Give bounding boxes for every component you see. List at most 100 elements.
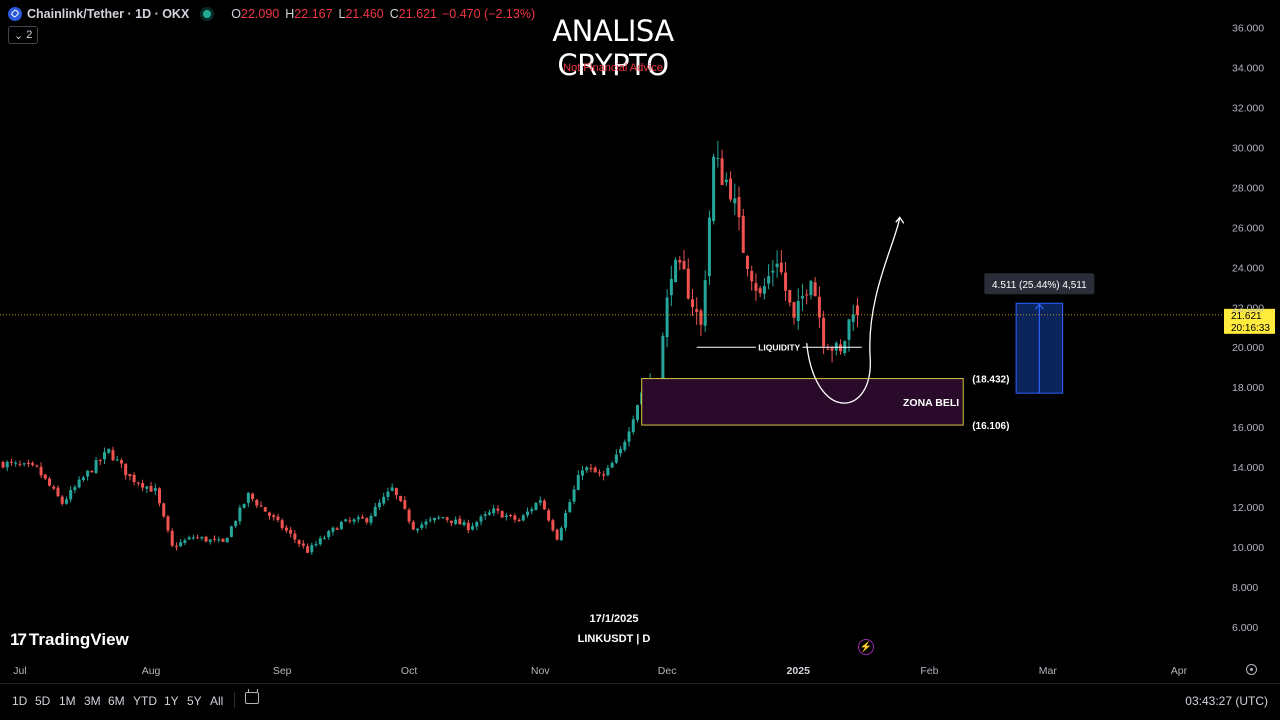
price-chart[interactable]: ZONA BELI (18.432) (16.106) LIQUIDITY 4.511 … <box>0 0 1280 683</box>
candle-body <box>225 537 229 543</box>
candle-body <box>293 533 297 540</box>
candle-body <box>407 509 411 522</box>
candle-body <box>145 486 149 489</box>
candle-body <box>576 475 580 491</box>
candle-body <box>297 540 301 544</box>
range-5y-button[interactable]: 5Y <box>187 694 202 708</box>
candle-body <box>627 431 631 442</box>
candle-body <box>60 496 64 504</box>
candle-body <box>813 282 817 297</box>
chainlink-logo-icon <box>8 7 22 21</box>
candle-body <box>39 466 43 476</box>
candle-body <box>153 488 157 491</box>
candle-body <box>564 513 568 528</box>
candle-body <box>509 514 513 516</box>
candle-body <box>792 302 796 318</box>
x-tick-label: Dec <box>658 665 677 677</box>
zone-bottom-label: (16.106) <box>972 421 1009 432</box>
candle-body <box>762 286 766 294</box>
y-tick-label: 10.000 <box>1232 542 1264 554</box>
x-axis: Jul Aug Sep Oct Nov Dec 2025 Feb Mar Apr <box>13 665 1187 677</box>
range-ytd-button[interactable]: YTD <box>133 694 157 708</box>
candle-body <box>242 503 246 508</box>
x-tick-label: Mar <box>1039 665 1058 677</box>
candle-body <box>449 520 453 523</box>
bottom-toolbar: 1D 5D 1M 3M 6M YTD 1Y 5Y All 03:43:27 (U… <box>0 683 1280 720</box>
range-1y-button[interactable]: 1Y <box>164 694 179 708</box>
tradingview-logo[interactable]: 17 TradingView <box>10 630 129 650</box>
candle-body <box>263 507 267 512</box>
candle-body <box>597 472 601 474</box>
x-tick-label: Apr <box>1171 665 1188 677</box>
symbol-header[interactable]: Chainlink/Tether · 1D · OKX O 22.090 H 22.… <box>8 5 535 23</box>
candle-body <box>745 255 749 270</box>
x-tick-label: 2025 <box>787 665 811 677</box>
candle-body <box>187 537 191 540</box>
candle-body <box>141 483 145 488</box>
candle-body <box>339 521 343 530</box>
candle-body <box>229 526 233 537</box>
candle-body <box>390 487 394 491</box>
ohlc-low-key: L <box>338 7 346 21</box>
candle-body <box>784 272 788 291</box>
candle-body <box>754 283 758 291</box>
range-1d-button[interactable]: 1D <box>12 694 28 708</box>
candle-body <box>669 278 673 296</box>
ohlc-low-value: 21.460 <box>345 7 384 21</box>
candle-body <box>361 516 365 519</box>
chart-title: ANALISA CRYPTO <box>552 14 674 82</box>
range-6m-button[interactable]: 6M <box>108 694 125 708</box>
candle-body <box>483 514 487 516</box>
candle-body <box>107 448 111 453</box>
tradingview-logo-text: TradingView <box>28 630 129 649</box>
candle-body <box>128 474 132 477</box>
candle-body <box>352 519 356 522</box>
y-tick-label: 16.000 <box>1232 422 1264 434</box>
range-1m-button[interactable]: 1M <box>59 694 76 708</box>
lightning-icon[interactable]: ⚡ <box>858 639 874 655</box>
candle-body <box>847 319 851 340</box>
buy-zone-label: ZONA BELI <box>903 397 959 409</box>
candle-body <box>403 500 407 509</box>
indicators-collapse-button[interactable]: ⌄ 2 <box>8 26 39 44</box>
ohlc-open-key: O <box>231 7 242 21</box>
candle-body <box>162 503 166 517</box>
candle-body <box>196 537 200 539</box>
candle-body <box>462 522 466 526</box>
range-5d-button[interactable]: 5D <box>35 694 51 708</box>
candle-body <box>602 474 606 476</box>
gear-icon[interactable] <box>1246 664 1257 675</box>
candle-body <box>280 520 284 529</box>
candle-body <box>26 462 30 465</box>
candle-body <box>475 522 479 527</box>
projection-curve <box>806 217 901 404</box>
candle-body <box>822 317 826 347</box>
candle-body <box>775 263 779 268</box>
x-tick-label: Jul <box>13 665 26 677</box>
chart-subtitle: Not Financial Advice <box>563 62 663 74</box>
candle-body <box>221 538 225 542</box>
candle-body <box>272 515 276 518</box>
calendar-icon[interactable] <box>245 689 259 704</box>
candle-body <box>517 519 521 521</box>
candle-body <box>77 479 81 488</box>
candle-body <box>454 519 458 524</box>
annotations-layer: ZONA BELI (18.432) (16.106) LIQUIDITY 4.511 … <box>0 216 1275 432</box>
candle-body <box>826 348 830 350</box>
candle-body <box>208 539 212 542</box>
candle-body <box>289 529 293 534</box>
candle-body <box>251 493 255 500</box>
symbol-title[interactable]: Chainlink/Tether · 1D · OKX <box>27 7 190 21</box>
candle-body <box>234 521 238 527</box>
candle-body <box>90 470 94 473</box>
candle-body <box>610 463 614 468</box>
range-3m-button[interactable]: 3M <box>84 694 101 708</box>
candle-body <box>771 270 775 273</box>
candle-body <box>119 460 123 464</box>
range-all-button[interactable]: All <box>210 694 224 708</box>
y-tick-label: 32.000 <box>1232 102 1264 114</box>
candle-body <box>496 508 500 511</box>
utc-clock[interactable]: 03:43:27 (UTC) <box>1185 694 1268 708</box>
candle-body <box>204 536 208 542</box>
y-tick-label: 36.000 <box>1232 22 1264 34</box>
